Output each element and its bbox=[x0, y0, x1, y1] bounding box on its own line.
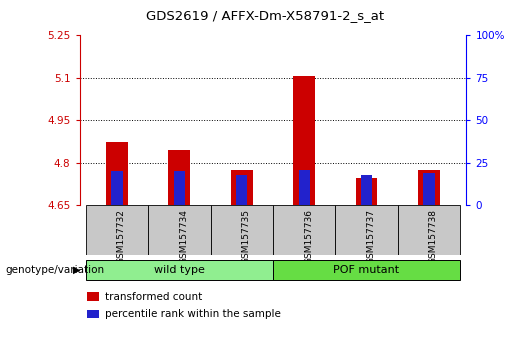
Bar bbox=[148, 205, 210, 255]
Text: GSM157732: GSM157732 bbox=[117, 209, 126, 264]
Bar bbox=[111, 171, 122, 205]
Bar bbox=[106, 142, 128, 205]
Text: percentile rank within the sample: percentile rank within the sample bbox=[104, 309, 280, 319]
Bar bbox=[273, 205, 335, 255]
Bar bbox=[335, 205, 398, 255]
Bar bbox=[298, 170, 310, 205]
Bar bbox=[86, 259, 273, 280]
Bar bbox=[273, 259, 460, 280]
Bar bbox=[210, 205, 273, 255]
Text: GSM157738: GSM157738 bbox=[429, 209, 438, 264]
Text: genotype/variation: genotype/variation bbox=[5, 265, 104, 275]
Text: transformed count: transformed count bbox=[104, 292, 202, 302]
Bar bbox=[236, 175, 248, 205]
Text: GSM157736: GSM157736 bbox=[304, 209, 313, 264]
Text: GSM157735: GSM157735 bbox=[242, 209, 251, 264]
Text: POF mutant: POF mutant bbox=[333, 265, 400, 275]
Text: wild type: wild type bbox=[154, 265, 205, 275]
Bar bbox=[398, 205, 460, 255]
Bar bbox=[87, 292, 99, 301]
Text: GSM157737: GSM157737 bbox=[367, 209, 376, 264]
Bar bbox=[356, 178, 377, 205]
Bar bbox=[86, 205, 148, 255]
Bar bbox=[87, 310, 99, 319]
Bar bbox=[174, 171, 185, 205]
Bar bbox=[169, 150, 190, 205]
Text: GDS2619 / AFFX-Dm-X58791-2_s_at: GDS2619 / AFFX-Dm-X58791-2_s_at bbox=[146, 9, 384, 22]
Text: GSM157734: GSM157734 bbox=[179, 209, 188, 264]
Bar bbox=[423, 173, 435, 205]
Bar bbox=[418, 170, 440, 205]
Bar bbox=[293, 76, 315, 205]
Bar bbox=[361, 175, 372, 205]
Bar bbox=[231, 170, 253, 205]
Text: ▶: ▶ bbox=[73, 265, 81, 275]
